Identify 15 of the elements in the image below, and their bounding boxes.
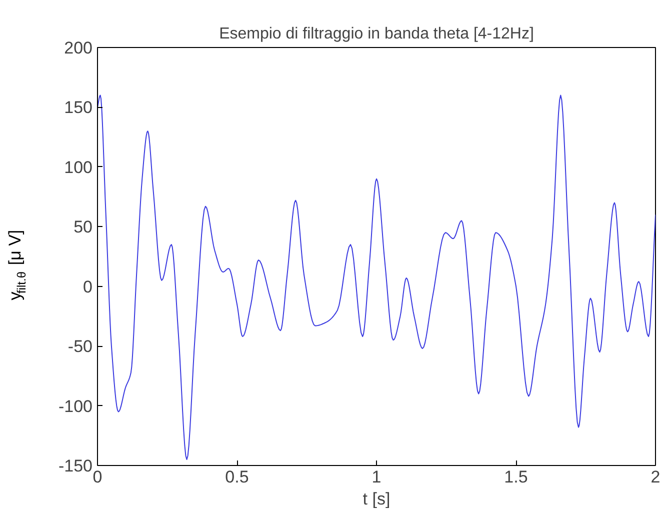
y-tick-label: 200 <box>64 38 93 58</box>
y-tick-label: 0 <box>83 277 93 296</box>
x-axis-title: t [s] <box>362 490 390 508</box>
y-tick-label: -50 <box>68 337 93 356</box>
y-axis-title: yfilt.θ [μ V] <box>6 230 28 300</box>
y-tick-label: 100 <box>64 158 93 177</box>
y-tick-label: 50 <box>74 218 93 237</box>
x-tick-label: 1.5 <box>504 468 528 486</box>
y-tick-label: -100 <box>58 396 93 416</box>
chart-title: Esempio di filtraggio in banda theta [4-12Hz] <box>219 26 534 42</box>
x-tick-label: 1 <box>372 468 382 486</box>
x-tick-label: 2 <box>650 468 660 486</box>
y-tick-label: -150 <box>58 456 93 476</box>
x-tick-label: 0.5 <box>225 468 249 486</box>
y-tick-label: 150 <box>64 98 93 118</box>
